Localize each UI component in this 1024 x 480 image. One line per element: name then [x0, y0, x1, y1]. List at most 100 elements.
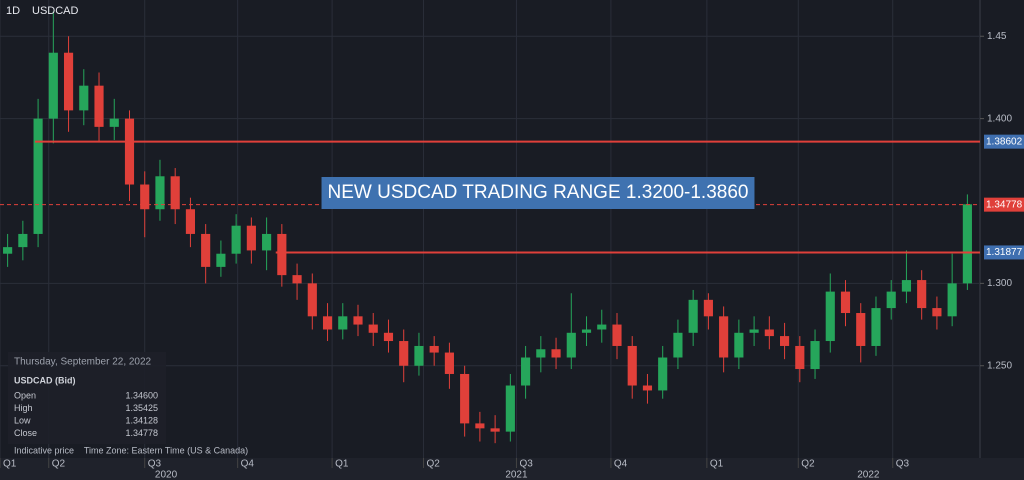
- candle-body: [551, 349, 561, 358]
- candle-body: [566, 332, 576, 358]
- candle-body: [444, 352, 454, 374]
- x-tick-label: Q3: [148, 459, 162, 470]
- info-row-label: Close: [14, 428, 37, 438]
- x-tick-label: Q2: [52, 459, 66, 470]
- candle-body: [505, 385, 515, 432]
- last-price-label: 1.34778: [986, 199, 1023, 210]
- candle-body: [612, 324, 622, 346]
- y-tick-label: 1.250: [987, 360, 1012, 371]
- symbol: USDCAD: [32, 5, 79, 17]
- candle-body: [399, 341, 409, 366]
- info-row-label: High: [14, 403, 33, 413]
- x-axis-band: [0, 458, 1024, 480]
- candle-body: [917, 280, 927, 309]
- candle-body: [749, 329, 759, 333]
- candle-body: [521, 357, 531, 386]
- level-label-box: [984, 134, 1024, 149]
- candle-body: [597, 324, 607, 330]
- info-row-value: 1.34778: [125, 428, 158, 438]
- candle-body: [231, 225, 241, 254]
- candle-body: [536, 349, 546, 358]
- candle-body: [262, 233, 272, 251]
- candle-body: [414, 345, 424, 366]
- candle-body: [185, 209, 195, 234]
- candle-body: [871, 308, 881, 346]
- x-tick-label: Q4: [241, 459, 255, 470]
- candle-body: [764, 329, 774, 337]
- candle-body: [688, 299, 698, 333]
- info-symbol: USDCAD (Bid): [14, 375, 76, 385]
- candle-body: [901, 280, 912, 292]
- candle-body: [962, 204, 972, 284]
- info-row-label: Low: [14, 415, 31, 425]
- year-label: 2020: [155, 470, 178, 480]
- candle-body: [277, 233, 287, 276]
- last-price-box: [984, 197, 1024, 212]
- info-date: Thursday, September 22, 2022: [14, 357, 152, 368]
- candle-body: [353, 316, 363, 325]
- candle-body: [673, 332, 683, 358]
- candle-body: [322, 316, 333, 330]
- x-tick-label: Q4: [614, 459, 628, 470]
- candle-body: [856, 313, 866, 346]
- candle-body: [94, 85, 104, 127]
- candle-body: [63, 52, 74, 111]
- x-tick-label: Q1: [710, 459, 724, 470]
- level-label: 1.38602: [986, 136, 1023, 147]
- level-label: 1.31877: [986, 247, 1023, 258]
- candle-body: [79, 85, 89, 111]
- candle-body: [124, 118, 135, 185]
- candle-body: [719, 316, 729, 358]
- candle-body: [338, 316, 348, 330]
- candle-body: [780, 336, 790, 346]
- candle-body: [33, 118, 43, 234]
- annotation-text: NEW USDCAD TRADING RANGE 1.3200-1.3860: [328, 182, 749, 203]
- footer: Indicative price Time Zone: Eastern Time…: [14, 445, 248, 455]
- candle-body: [216, 253, 226, 267]
- candle-body: [140, 184, 150, 210]
- candle-body: [627, 345, 637, 386]
- candle-body: [947, 283, 957, 317]
- candle-body: [18, 233, 28, 248]
- candle-body: [490, 428, 500, 432]
- candle-body: [429, 345, 439, 353]
- candle-body: [932, 308, 942, 317]
- year-label: 2022: [857, 470, 880, 480]
- y-tick-label: 1.45: [987, 31, 1007, 42]
- info-row-label: Open: [14, 390, 36, 400]
- candle-body: [581, 329, 592, 333]
- candle-body: [825, 291, 835, 342]
- x-tick-label: Q3: [519, 459, 533, 470]
- year-label: 2021: [505, 470, 528, 480]
- candle-body: [109, 118, 119, 127]
- candle-body: [48, 52, 58, 119]
- annotation-box: [321, 177, 755, 209]
- candle-body: [3, 247, 13, 254]
- candle-body: [307, 283, 317, 317]
- candle-body: [703, 299, 713, 317]
- info-row-value: 1.34128: [125, 415, 158, 425]
- candle-body: [658, 357, 668, 391]
- x-tick-label: Q2: [801, 459, 815, 470]
- x-tick-label: Q1: [335, 459, 349, 470]
- candle-body: [810, 341, 820, 370]
- x-tick-label: Q1: [3, 459, 17, 470]
- y-tick-label: 1.400: [987, 113, 1012, 124]
- candle-body: [734, 332, 744, 358]
- x-tick-label: Q3: [896, 459, 910, 470]
- candle-body: [201, 233, 211, 267]
- candle-body: [460, 373, 470, 424]
- candle-body: [246, 225, 256, 251]
- level-label-box: [984, 245, 1024, 260]
- candle-body: [292, 275, 302, 284]
- candle-body: [475, 423, 485, 429]
- timeframe: 1D: [6, 5, 20, 17]
- candle-body: [840, 291, 851, 314]
- y-tick-label: 1.300: [987, 278, 1012, 289]
- info-panel: [8, 352, 166, 444]
- candle-body: [795, 345, 805, 370]
- info-row-value: 1.34600: [125, 390, 158, 400]
- x-tick-label: Q2: [427, 459, 441, 470]
- candle-body: [886, 291, 896, 309]
